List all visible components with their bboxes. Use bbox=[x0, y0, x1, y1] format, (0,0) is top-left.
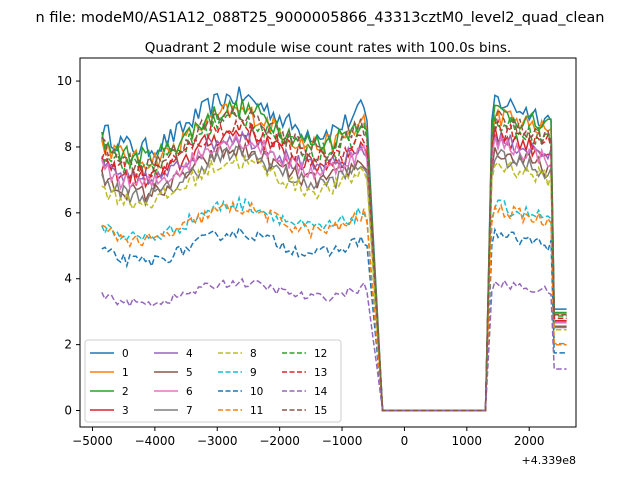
legend-label-6: 6 bbox=[186, 386, 193, 398]
x-axis: −5000 −4000 −3000 −2000 −1000 0 1000 2000 bbox=[72, 427, 544, 448]
legend-label-12: 12 bbox=[314, 348, 327, 360]
legend-label-7: 7 bbox=[186, 405, 193, 417]
x-tick-label: 0 bbox=[401, 434, 409, 448]
legend-label-1: 1 bbox=[122, 367, 129, 379]
series-line-10 bbox=[101, 226, 567, 412]
y-tick-label: 8 bbox=[64, 140, 72, 154]
legend-label-0: 0 bbox=[122, 348, 129, 360]
y-tick-label: 4 bbox=[64, 272, 72, 286]
y-axis: 0 2 4 6 8 10 bbox=[57, 74, 80, 418]
legend-label-11: 11 bbox=[250, 405, 263, 417]
legend-label-9: 9 bbox=[250, 367, 257, 379]
x-offset-text: +4.339e8 bbox=[522, 454, 576, 467]
legend-label-13: 13 bbox=[314, 367, 327, 379]
x-tick-label: −3000 bbox=[197, 434, 238, 448]
chart-title: Quadrant 2 module wise count rates with … bbox=[145, 40, 511, 56]
figure-suptitle: n file: modeM0/AS1A12_088T25_9000005866_… bbox=[36, 10, 605, 26]
legend-label-5: 5 bbox=[186, 367, 193, 379]
series-line-15 bbox=[101, 107, 567, 412]
legend-label-15: 15 bbox=[314, 405, 327, 417]
legend-label-3: 3 bbox=[122, 405, 129, 417]
plot-lines bbox=[101, 86, 567, 412]
legend-label-8: 8 bbox=[250, 348, 257, 360]
x-tick-label: −1000 bbox=[322, 434, 363, 448]
y-tick-label: 2 bbox=[64, 338, 72, 352]
y-tick-label: 10 bbox=[57, 74, 72, 88]
legend-label-4: 4 bbox=[186, 348, 193, 360]
legend-label-14: 14 bbox=[314, 386, 328, 398]
y-tick-label: 0 bbox=[64, 404, 72, 418]
x-tick-label: 2000 bbox=[514, 434, 545, 448]
x-tick-label: −4000 bbox=[135, 434, 176, 448]
legend-label-10: 10 bbox=[250, 386, 263, 398]
x-tick-label: −2000 bbox=[259, 434, 300, 448]
series-line-11 bbox=[101, 200, 567, 412]
y-tick-label: 6 bbox=[64, 206, 72, 220]
legend-label-2: 2 bbox=[122, 386, 129, 398]
x-tick-label: −5000 bbox=[72, 434, 113, 448]
series-line-14 bbox=[101, 277, 567, 412]
x-tick-label: 1000 bbox=[452, 434, 483, 448]
axes-frame bbox=[79, 57, 577, 428]
legend-frame bbox=[84, 339, 342, 423]
